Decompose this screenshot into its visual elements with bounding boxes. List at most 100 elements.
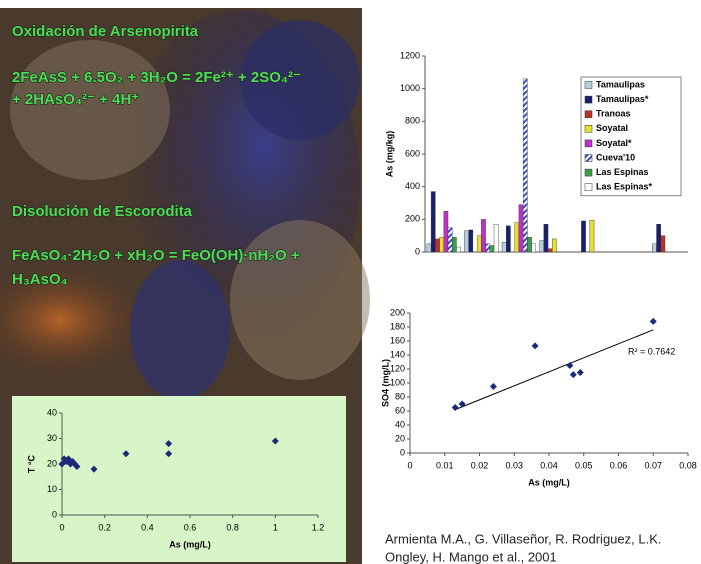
y-tick-label: 40 — [47, 407, 57, 417]
equation: H₃AsO₄ — [12, 271, 68, 288]
point — [122, 450, 130, 458]
point — [165, 450, 173, 458]
equation: 2FeAsS + 6.5O₂ + 3H₂O = 2Fe²⁺ + 2SO₄²⁻ — [12, 69, 301, 86]
y-tick-label: 180 — [390, 321, 405, 331]
bar — [435, 238, 440, 253]
bar — [439, 237, 444, 253]
x-tick-label: 0.08 — [679, 460, 697, 470]
bar — [430, 191, 436, 253]
bar — [493, 224, 499, 253]
legend-label: Las Espinas* — [596, 182, 653, 192]
bar — [468, 229, 474, 253]
y-tick-label: 100 — [390, 377, 405, 387]
x-tick-label: 1 — [273, 522, 278, 532]
x-tick-label: 0.04 — [540, 460, 558, 470]
legend-label: Soyatal — [596, 123, 628, 133]
x-tick-label: 0.07 — [644, 460, 662, 470]
x-tick-label: 0.05 — [575, 460, 593, 470]
y-tick-label: 40 — [395, 419, 405, 429]
y-tick-label: 600 — [405, 148, 420, 158]
legend-swatch — [584, 81, 593, 89]
bar — [522, 78, 528, 253]
point — [458, 400, 466, 408]
y-axis-label: SO4 (mg/L) — [380, 359, 390, 407]
bar — [589, 219, 595, 253]
legend-label: Tranoas — [596, 109, 631, 119]
bar — [506, 225, 511, 253]
y-tick-label: 140 — [390, 349, 405, 359]
x-tick-label: 1.2 — [312, 522, 325, 532]
y-axis-label: T °C — [26, 454, 36, 473]
legend-swatch — [584, 183, 593, 191]
x-tick-label: 0 — [407, 460, 412, 470]
y-tick-label: 1200 — [400, 50, 420, 60]
legend-label: Tamaulipas — [596, 79, 645, 89]
chart-bg — [372, 300, 694, 492]
bar — [501, 241, 507, 253]
point — [649, 317, 657, 325]
x-tick-label: 0.2 — [98, 522, 111, 532]
bar — [652, 243, 657, 253]
y-tick-label: 120 — [390, 363, 405, 373]
legend-label: Cueva'10 — [596, 152, 635, 162]
annotation: R² = 0.7642 — [628, 347, 675, 357]
y-tick-label: 200 — [405, 214, 420, 224]
point — [271, 437, 279, 445]
heading: Disolución de Escorodita — [12, 203, 193, 220]
y-tick-label: 800 — [405, 116, 420, 126]
x-tick-label: 0.01 — [436, 460, 454, 470]
equation: FeAsO₄·2H₂O + xH₂O = FeO(OH)·nH₂O + — [12, 247, 300, 264]
x-axis-label: As (mg/L) — [169, 539, 211, 549]
x-axis-label: As (mg/L) — [528, 477, 570, 487]
legend-swatch — [584, 139, 593, 148]
bar — [489, 245, 495, 253]
bar — [660, 235, 666, 253]
y-tick-label: 30 — [47, 433, 57, 443]
x-tick-label: 0.6 — [184, 522, 197, 532]
y-tick-label: 400 — [405, 181, 420, 191]
bar — [447, 227, 453, 253]
chart-bg — [12, 396, 346, 562]
point — [576, 369, 584, 376]
citation: Ongley, H. Mango et al., 2001 — [385, 549, 557, 564]
x-tick-label: 0.8 — [226, 522, 239, 532]
y-tick-label: 20 — [47, 458, 57, 468]
y-tick-label: 1000 — [400, 83, 420, 93]
point — [73, 463, 81, 471]
x-tick-label: 0.02 — [471, 460, 489, 470]
point — [90, 465, 98, 473]
bar — [539, 240, 545, 253]
y-tick-label: 0 — [52, 509, 57, 519]
legend-swatch — [584, 95, 593, 104]
y-tick-label: 160 — [390, 335, 405, 345]
point — [569, 371, 577, 379]
x-tick-label: 0.06 — [610, 460, 628, 470]
equation: + 2HAsO₄²⁻ + 4H⁺ — [12, 91, 139, 108]
point — [165, 440, 173, 448]
bar — [547, 248, 553, 253]
photo — [0, 8, 370, 564]
bar — [656, 224, 661, 253]
heading: Oxidación de Arsenopirita — [12, 23, 199, 40]
bar — [481, 219, 486, 253]
bar — [527, 237, 532, 253]
legend-label: Soyatal* — [596, 138, 632, 148]
bar — [443, 210, 449, 253]
x-tick-label: 0.4 — [141, 522, 154, 532]
y-tick-label: 80 — [395, 391, 405, 401]
y-tick-label: 60 — [395, 405, 405, 415]
point — [451, 404, 459, 411]
y-axis-label: As (mg/kg) — [384, 131, 394, 178]
y-tick-label: 10 — [47, 484, 57, 494]
legend-swatch — [584, 125, 593, 133]
legend-swatch — [584, 168, 593, 177]
bar — [514, 222, 520, 253]
y-tick-label: 20 — [395, 433, 405, 443]
bar — [485, 243, 491, 253]
citation: Armienta M.A., G. Villaseñor, R. Rodrigu… — [385, 531, 662, 546]
legend-swatch — [584, 154, 593, 162]
bar — [552, 238, 557, 253]
bar — [426, 243, 432, 253]
point — [489, 383, 497, 390]
